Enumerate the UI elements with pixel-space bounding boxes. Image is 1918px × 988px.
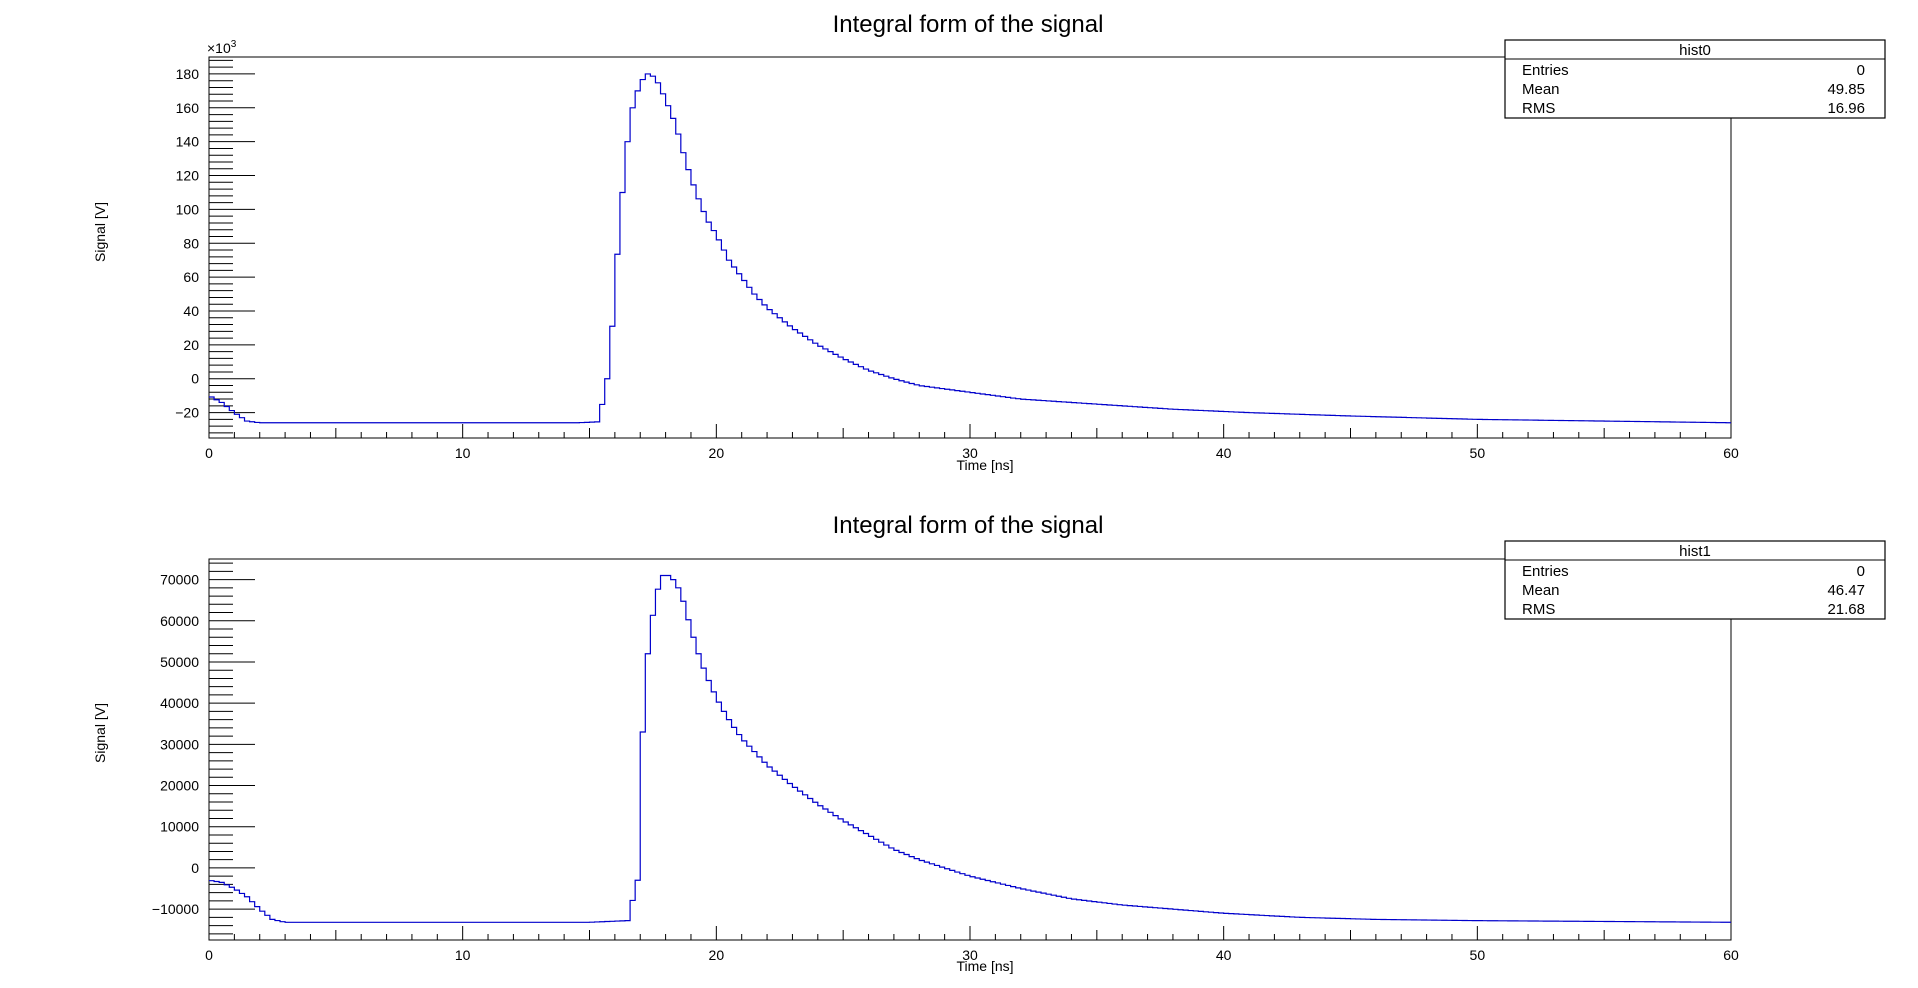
y-tick-label: 50000 — [160, 654, 199, 670]
y-tick-label: 20000 — [160, 778, 199, 794]
x-tick-label: 10 — [455, 445, 471, 461]
y-tick-label: 10000 — [160, 819, 199, 835]
y-tick-label: 70000 — [160, 572, 199, 588]
stats-entries-value: 0 — [1857, 62, 1865, 79]
stats-rms-value: 21.68 — [1827, 601, 1865, 618]
axis-ticks — [208, 562, 1732, 940]
x-tick-label: 30 — [962, 947, 978, 963]
stats-box: hist0 Entries 0 Mean 49.85 RMS 16.96 — [1504, 39, 1886, 119]
x-tick-label: 30 — [962, 445, 978, 461]
x-tick-label: 40 — [1216, 445, 1232, 461]
x-tick-label: 60 — [1723, 947, 1739, 963]
y-tick-label: 160 — [176, 100, 200, 116]
y-tick-labels: 180 160 140 120 100 80 60 40 20 0 −20 — [175, 66, 199, 421]
x-tick-label: 20 — [709, 445, 725, 461]
stats-rms-label: RMS — [1522, 100, 1555, 117]
x-tick-label: 10 — [455, 947, 471, 963]
x-tick-label: 50 — [1470, 445, 1486, 461]
stats-rms-label: RMS — [1522, 601, 1555, 618]
stats-entries-label: Entries — [1522, 62, 1569, 79]
y-tick-label: 140 — [176, 134, 200, 150]
x-tick-label: 50 — [1470, 947, 1486, 963]
y-tick-label: 180 — [176, 66, 200, 82]
stats-box-frame — [1504, 39, 1886, 119]
signal-histogram-line — [209, 574, 1731, 923]
axis-ticks — [208, 59, 1732, 438]
stats-box-frame — [1504, 540, 1886, 620]
stats-box-name: hist0 — [1679, 42, 1711, 59]
x-tick-label: 60 — [1723, 445, 1739, 461]
stats-mean-value: 49.85 — [1827, 81, 1865, 98]
top-chart-panel: Integral form of the signal Time [ns] Si… — [92, 11, 1886, 473]
signal-histogram-line — [209, 73, 1731, 424]
x-axis-title: Time [ns] — [956, 457, 1013, 473]
stats-mean-value: 46.47 — [1827, 582, 1865, 599]
x-axis-title: Time [ns] — [956, 958, 1013, 974]
chart-title: Integral form of the signal — [833, 11, 1104, 38]
y-tick-label: 0 — [191, 371, 199, 387]
y-tick-label: 80 — [183, 235, 199, 251]
stats-rms-value: 16.96 — [1827, 100, 1865, 117]
stats-box: hist1 Entries 0 Mean 46.47 RMS 21.68 — [1504, 540, 1886, 620]
x-tick-label: 40 — [1216, 947, 1232, 963]
y-tick-label: −10000 — [152, 901, 199, 917]
stats-entries-label: Entries — [1522, 563, 1569, 580]
y-tick-label: 60 — [183, 269, 199, 285]
y-tick-label: 0 — [191, 860, 199, 876]
y-tick-labels: 70000 60000 50000 40000 30000 20000 10000 0 −100… — [152, 572, 199, 918]
x-tick-label: 0 — [205, 947, 213, 963]
y-tick-label: 120 — [176, 168, 200, 184]
y-tick-label: 60000 — [160, 613, 199, 629]
y-tick-label: 100 — [176, 201, 200, 217]
x-tick-label: 0 — [205, 445, 213, 461]
x-tick-label: 20 — [709, 947, 725, 963]
stats-entries-value: 0 — [1857, 563, 1865, 580]
y-tick-label: −20 — [175, 405, 199, 421]
y-axis-title: Signal [V] — [92, 703, 108, 763]
y-tick-label: 40 — [183, 303, 199, 319]
y-axis-title: Signal [V] — [92, 202, 108, 262]
chart-title: Integral form of the signal — [833, 512, 1104, 539]
x-tick-labels: 0 10 20 30 40 50 60 — [205, 445, 1739, 461]
stats-mean-label: Mean — [1522, 582, 1560, 599]
y-tick-label: 40000 — [160, 695, 199, 711]
y-tick-label: 30000 — [160, 736, 199, 752]
y-tick-label: 20 — [183, 337, 199, 353]
stats-box-name: hist1 — [1679, 543, 1711, 560]
x-tick-labels: 0 10 20 30 40 50 60 — [205, 947, 1739, 963]
stats-mean-label: Mean — [1522, 81, 1560, 98]
bottom-chart-panel: Integral form of the signal Time [ns] Si… — [92, 512, 1886, 974]
y-axis-exponent: ×103 — [207, 39, 237, 56]
